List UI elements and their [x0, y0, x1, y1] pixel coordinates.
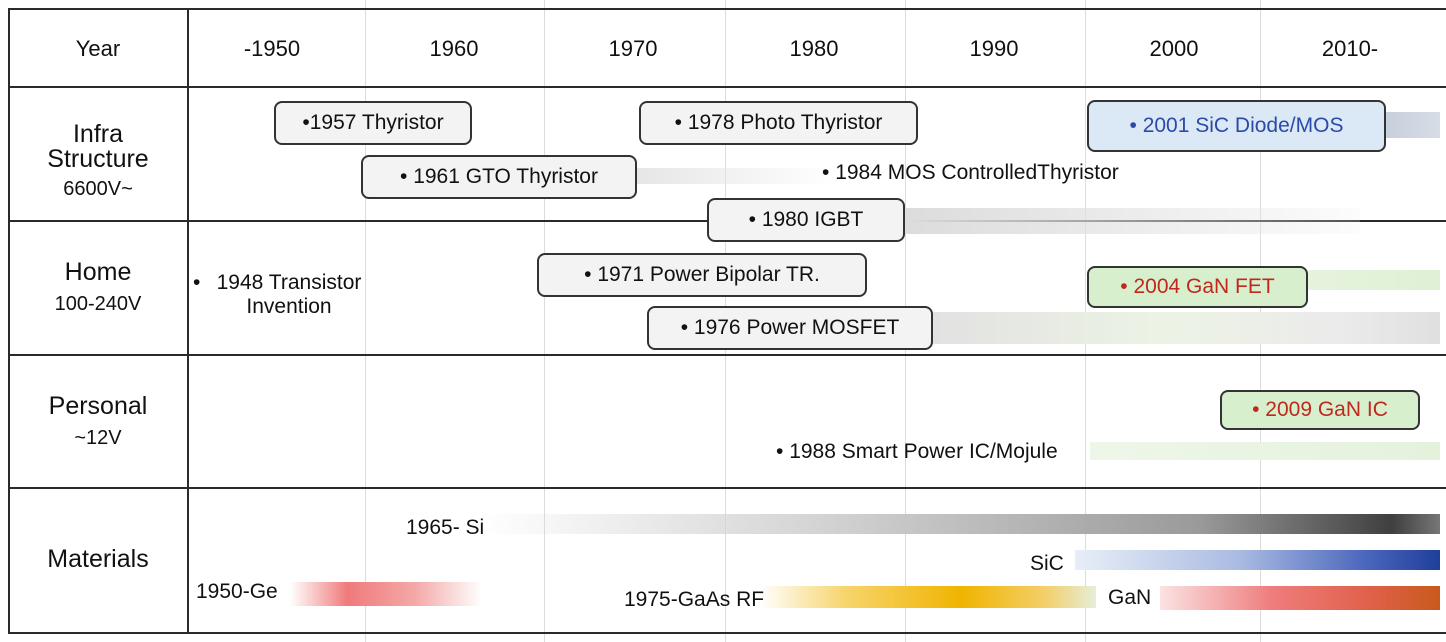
- bullet-icon: •: [822, 161, 836, 184]
- category-personal-title: Personal: [48, 392, 148, 420]
- material-gaas-bar: [760, 586, 1096, 608]
- category-home-voltage: 100-240V: [54, 292, 142, 315]
- event-1988-smart-power-ic: • 1988 Smart Power IC/Mojule: [776, 440, 1058, 463]
- gan-fet-trail: [1308, 270, 1440, 290]
- category-home-title: Home: [64, 258, 132, 286]
- event-1980-igbt: • 1980 IGBT: [707, 198, 905, 242]
- table-border-top: [8, 8, 1446, 10]
- event-2004-gan-fet: • 2004 GaN FET: [1087, 266, 1308, 308]
- bullet-icon: •: [302, 111, 310, 134]
- table-border-bottom: [8, 632, 1446, 634]
- material-sic-bar: [1075, 550, 1440, 570]
- event-1948-transistor: • 1948 Transistor Invention: [193, 271, 362, 318]
- row-separator-home: [8, 354, 1446, 356]
- event-2001-sic-diode: • 2001 SiC Diode/MOS: [1087, 100, 1386, 152]
- category-personal-voltage: ~12V: [74, 426, 122, 449]
- event-1961-gto-thyristor: • 1961 GTO Thyristor: [361, 155, 637, 199]
- material-si-bar: [480, 514, 1440, 534]
- event-2009-gan-ic: • 2009 GaN IC: [1220, 390, 1420, 430]
- gridline-1970: [544, 0, 545, 642]
- header-separator: [8, 86, 1446, 88]
- bullet-icon: •: [674, 111, 688, 134]
- category-infra-voltage: 6600V~: [63, 178, 133, 200]
- mosfet-trail: [933, 312, 1440, 344]
- bullet-icon: •: [1252, 398, 1266, 421]
- category-infra: Infra Structure 6600V~: [8, 122, 188, 201]
- bullet-icon: •: [776, 440, 790, 463]
- gridline-1960: [365, 0, 366, 642]
- row-separator-personal: [8, 487, 1446, 489]
- material-ge-label: 1950-Ge: [196, 580, 278, 603]
- bullet-icon: •: [584, 263, 598, 286]
- event-1978-photo-thyristor: • 1978 Photo Thyristor: [639, 101, 918, 145]
- material-gan-label: GaN: [1108, 586, 1152, 609]
- event-1984-mos-controlled-thyristor: • 1984 MOS ControlledThyristor: [822, 161, 1119, 184]
- material-gaas-label: 1975-GaAs RF: [624, 588, 765, 611]
- event-1971-power-bipolar: • 1971 Power Bipolar TR.: [537, 253, 867, 297]
- category-infra-title: Infra Structure: [47, 120, 149, 173]
- bullet-icon: •: [1120, 275, 1134, 298]
- year-label-1970: 1970: [608, 36, 658, 61]
- year-label-1990: 1990: [969, 36, 1019, 61]
- event-1957-thyristor: • 1957 Thyristor: [274, 101, 472, 145]
- gto-trail: [636, 168, 836, 184]
- category-personal: Personal ~12V: [8, 392, 188, 450]
- sic-device-trail: [1385, 112, 1440, 138]
- bullet-icon: •: [680, 316, 694, 339]
- bullet-icon: •: [400, 165, 414, 188]
- material-gan-bar: [1160, 586, 1440, 610]
- year-label-1950: -1950: [243, 36, 301, 61]
- material-ge-bar: [290, 582, 482, 606]
- bullet-icon: •: [193, 271, 201, 294]
- category-home: Home 100-240V: [8, 258, 188, 316]
- bullet-icon: •: [748, 208, 762, 231]
- material-si-label: 1965- Si: [406, 516, 485, 539]
- category-materials-title: Materials: [47, 545, 149, 573]
- bullet-icon: •: [1129, 114, 1143, 137]
- category-column-separator: [187, 8, 189, 634]
- table-border-left: [8, 8, 10, 634]
- igbt-trail: [905, 208, 1360, 234]
- year-label-2000: 2000: [1149, 36, 1199, 61]
- material-sic-label: SiC: [1030, 552, 1064, 575]
- event-1976-power-mosfet: • 1976 Power MOSFET: [647, 306, 933, 350]
- year-label-1960: 1960: [429, 36, 479, 61]
- category-materials: Materials: [8, 545, 188, 574]
- year-label-2010: 2010-: [1321, 36, 1379, 61]
- year-label-1980: 1980: [789, 36, 839, 61]
- year-header: Year: [75, 36, 121, 61]
- smart-power-trail: [1090, 442, 1440, 460]
